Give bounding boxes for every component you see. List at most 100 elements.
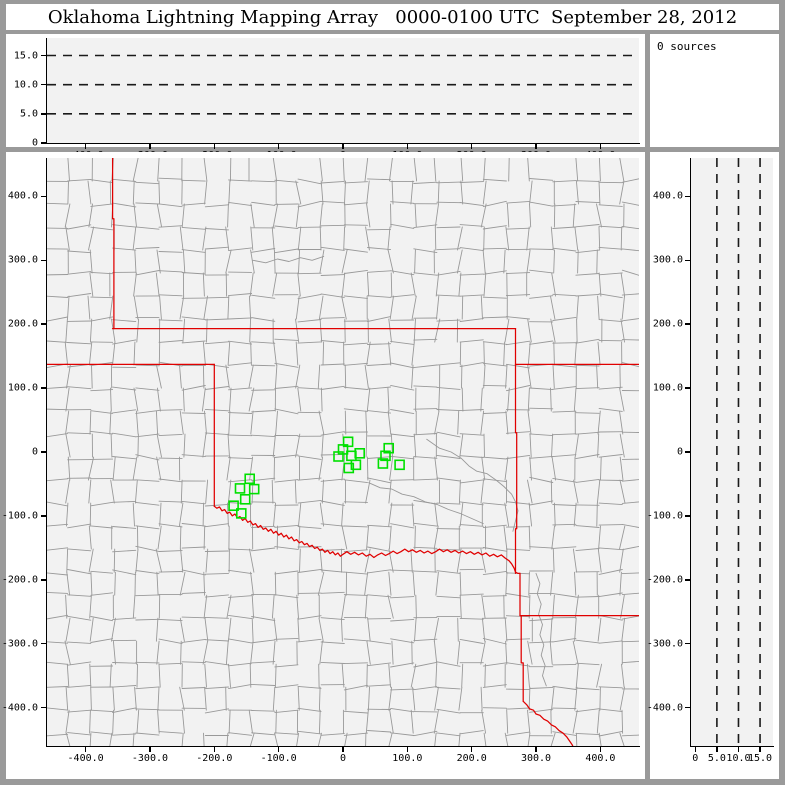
main-map-panel[interactable]: -400.0 -300.0 -200.0 -100.0 0 100.0 200.0 300.0… — [2, 152, 645, 779]
county-border — [320, 250, 324, 273]
right-count-plot-area[interactable] — [691, 158, 773, 746]
county-border — [553, 294, 576, 295]
source-marker[interactable] — [394, 459, 405, 471]
county-border — [415, 204, 416, 227]
county-border — [622, 616, 639, 619]
county-border — [553, 664, 576, 665]
source-marker[interactable] — [333, 451, 344, 462]
county-border — [113, 225, 136, 227]
county-border — [506, 594, 529, 598]
county-border — [575, 227, 578, 250]
county-border — [344, 203, 367, 205]
county-border — [574, 388, 576, 411]
county-border — [483, 413, 506, 414]
source-marker[interactable] — [239, 493, 251, 505]
county-border — [156, 411, 157, 434]
county-border — [461, 158, 463, 181]
x-tick — [694, 747, 696, 752]
county-border — [599, 709, 622, 712]
county-border — [368, 570, 391, 573]
x-tick — [535, 747, 537, 752]
county-border — [414, 479, 437, 480]
county-border — [367, 388, 370, 411]
county-border — [205, 247, 228, 249]
county-border — [366, 480, 370, 503]
county-border — [274, 342, 277, 365]
source-marker[interactable] — [343, 462, 355, 474]
county-border — [412, 342, 414, 365]
county-border — [112, 319, 116, 342]
county-border — [529, 572, 530, 595]
source-marker[interactable] — [244, 473, 255, 485]
source-marker[interactable] — [377, 458, 389, 469]
source-marker[interactable] — [354, 447, 366, 459]
county-border — [620, 572, 622, 595]
county-border — [296, 342, 298, 365]
top-altitude-plot-area[interactable] — [47, 38, 639, 143]
source-marker[interactable] — [236, 508, 247, 519]
county-border — [553, 205, 576, 206]
y-tick — [41, 142, 47, 144]
county-border — [481, 549, 486, 572]
source-marker[interactable] — [234, 483, 246, 494]
county-border — [414, 731, 437, 735]
county-border — [47, 479, 68, 481]
county-border — [388, 388, 389, 411]
county-border — [599, 247, 622, 249]
county-border — [412, 296, 416, 319]
county-border — [460, 618, 483, 619]
x-tick — [535, 144, 537, 149]
map-plot-area[interactable] — [47, 158, 639, 746]
county-border — [229, 663, 252, 666]
source-marker[interactable] — [228, 500, 239, 512]
county-border — [551, 388, 552, 411]
county-border — [576, 549, 599, 551]
county-border — [322, 434, 323, 457]
top-altitude-panel[interactable]: 05.010.015.0-400.0-300.0-200.0-100.00100… — [6, 34, 645, 161]
county-border — [622, 546, 639, 549]
county-border — [136, 571, 159, 574]
county-border — [275, 710, 298, 712]
y-tick-label: -400.0 — [1, 702, 38, 714]
y-axis-line — [46, 38, 48, 143]
county-border — [481, 388, 483, 411]
county-border — [318, 572, 324, 595]
x-tick — [599, 747, 602, 752]
lightning-source-markers[interactable] — [228, 436, 405, 519]
county-border — [576, 250, 599, 253]
county-border — [89, 526, 91, 549]
county-border — [553, 387, 576, 390]
county-border — [298, 273, 301, 296]
source-marker[interactable] — [380, 450, 391, 462]
right-count-panel[interactable]: -400.0 -300.0 -200.0 -100.0 0 100.0 200.0 300.0… — [647, 152, 779, 779]
county-border — [576, 158, 578, 181]
county-border — [460, 503, 463, 526]
county-border — [345, 181, 346, 204]
county-border — [159, 226, 182, 228]
source-marker[interactable] — [383, 442, 395, 454]
source-marker[interactable] — [350, 459, 362, 471]
county-border — [47, 548, 68, 551]
county-border — [321, 388, 322, 411]
county-border — [552, 687, 555, 710]
county-border — [159, 204, 182, 207]
county-border — [391, 224, 414, 228]
county-border — [483, 179, 506, 181]
county-border — [414, 571, 437, 572]
county-border — [554, 250, 555, 273]
county-border — [229, 615, 252, 618]
county-border — [551, 572, 553, 595]
county-border — [622, 502, 639, 504]
county-border — [553, 411, 576, 412]
county-border — [553, 227, 576, 229]
county-border — [159, 320, 182, 321]
county-border — [460, 274, 483, 275]
county-border — [227, 595, 231, 618]
county-border — [47, 502, 68, 506]
county-border — [68, 642, 91, 643]
county-border — [91, 317, 113, 321]
county-border — [483, 297, 506, 298]
county-border — [275, 339, 298, 340]
county-border — [482, 457, 485, 480]
source-marker[interactable] — [248, 483, 260, 495]
